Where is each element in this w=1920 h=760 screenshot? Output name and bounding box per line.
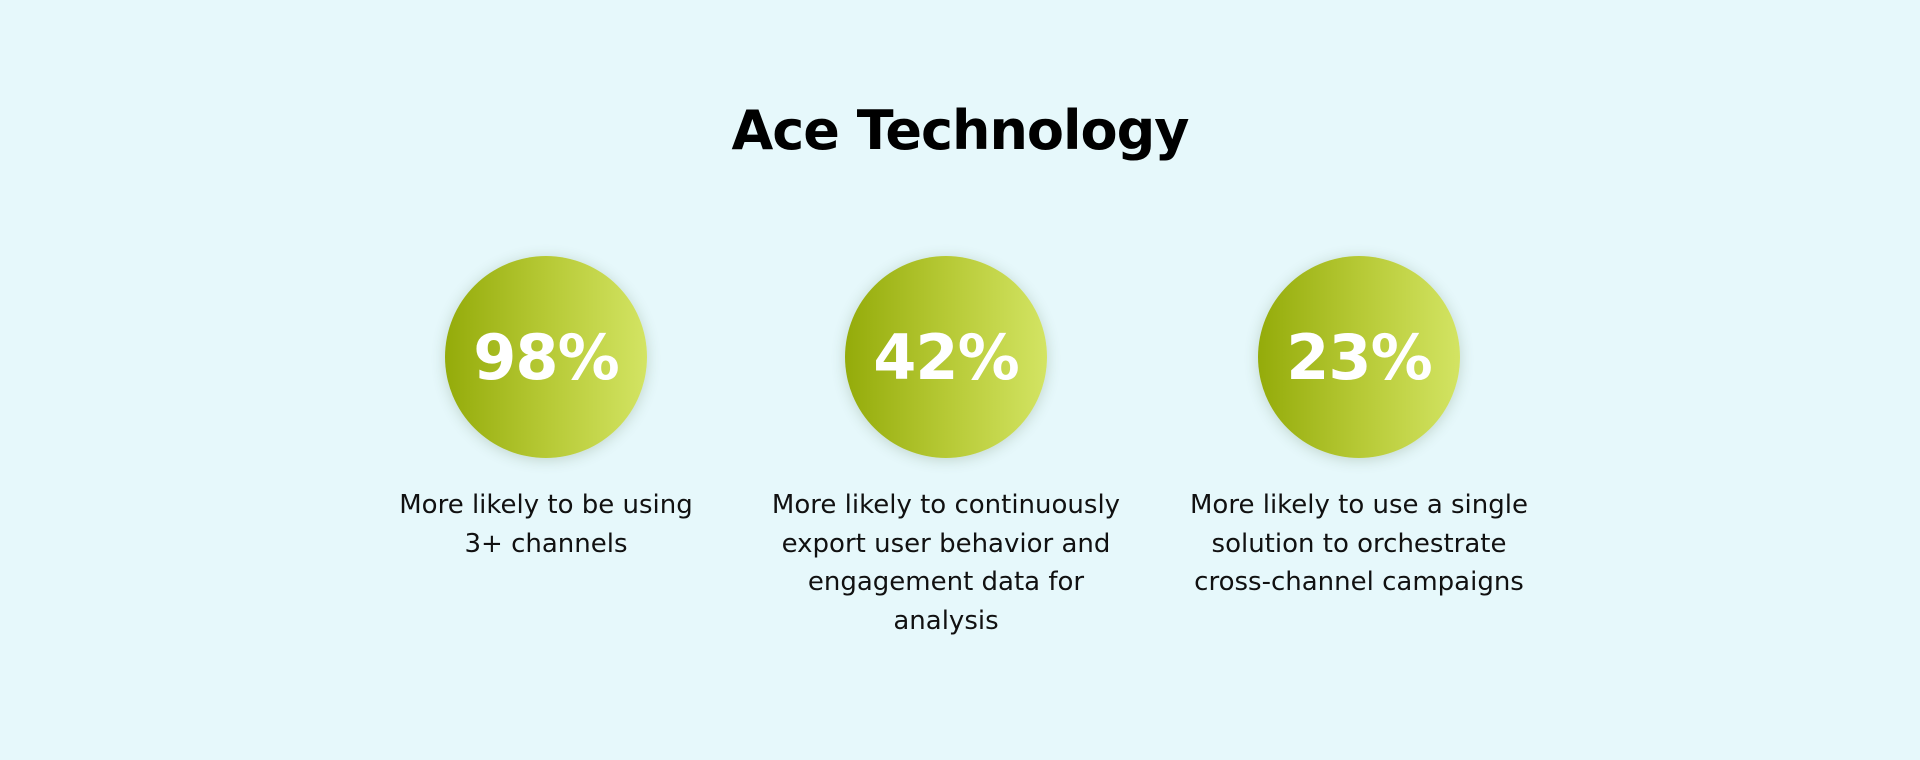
stat-value-circle: 42% <box>845 256 1047 458</box>
stat-description: More likely to continuously export user … <box>771 490 1121 636</box>
stat-value-circle: 23% <box>1258 256 1460 458</box>
stat-value-circle: 98% <box>445 256 647 458</box>
stat-description: More likely to use a single solution to … <box>1190 490 1528 597</box>
stat-description: More likely to be using 3+ channels <box>399 490 693 559</box>
page-title: Ace Technology <box>731 99 1190 162</box>
